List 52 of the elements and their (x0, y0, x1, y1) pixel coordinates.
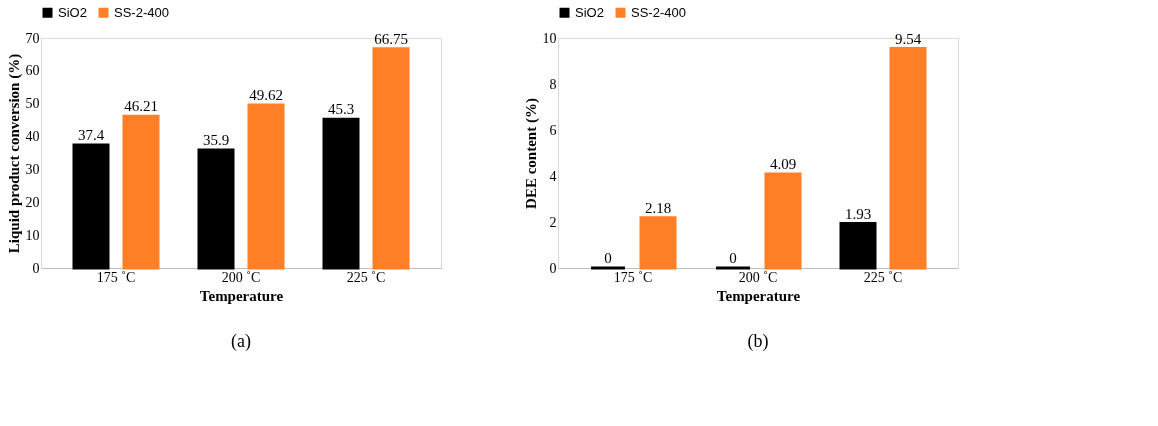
x-tick-label: 225 ˚C (346, 269, 386, 285)
y-axis-title: Liquid product conversion (%) (5, 53, 23, 254)
x-tick-label: 200 ˚C (221, 269, 261, 285)
x-axis-title: Temperature (199, 287, 284, 304)
y-tick-label: 8 (549, 76, 557, 92)
data-label: 37.4 (77, 127, 105, 144)
text: (a) (231, 331, 251, 352)
bar (197, 148, 235, 270)
bar (889, 47, 927, 270)
bar (372, 47, 410, 270)
data-label: 4.09 (769, 155, 797, 172)
y-axis-title: DEE content (%) (522, 98, 540, 209)
data-label: 46.21 (124, 98, 158, 115)
y-tick-label: 6 (549, 122, 557, 138)
y-tick-label: 60 (25, 63, 40, 79)
x-tick-label: 175 ˚C (613, 269, 653, 285)
x-axis-title: Temperature (716, 287, 801, 304)
bar (247, 103, 285, 270)
data-label: 2.18 (644, 199, 672, 216)
bar (122, 114, 160, 270)
data-label: 35.9 (202, 132, 230, 149)
y-tick-label: 0 (549, 260, 557, 276)
x-tick-label: 175 ˚C (96, 269, 136, 285)
data-label: 0 (729, 250, 737, 266)
bar (322, 117, 360, 270)
text: (b) (747, 331, 769, 352)
y-tick-label: 0 (32, 260, 40, 276)
data-label: 0 (604, 250, 612, 266)
y-tick-label: 40 (25, 129, 40, 145)
y-tick-label: 30 (25, 161, 40, 177)
data-label: 1.93 (844, 205, 872, 222)
data-label: 66.75 (374, 30, 408, 47)
legend-label: SS-2-400 (114, 4, 169, 20)
legend-label: SS-2-400 (631, 4, 686, 20)
bar (764, 172, 802, 270)
data-label: 49.62 (249, 86, 283, 103)
x-tick-label: 225 ˚C (863, 269, 903, 285)
y-tick-label: 50 (25, 96, 40, 112)
y-tick-label: 10 (25, 227, 40, 243)
x-tick-label: 200 ˚C (738, 269, 778, 285)
bar (839, 222, 877, 270)
y-tick-label: 2 (549, 214, 557, 230)
y-tick-label: 10 (542, 30, 557, 46)
data-label: 9.54 (894, 30, 922, 47)
y-tick-label: 4 (549, 168, 557, 184)
bar (72, 143, 110, 270)
bar (639, 216, 677, 270)
y-tick-label: 70 (25, 30, 40, 46)
legend-label: SiO2 (58, 4, 87, 20)
y-tick-label: 20 (25, 194, 40, 210)
data-label: 45.3 (327, 101, 355, 118)
legend-label: SiO2 (575, 4, 604, 20)
